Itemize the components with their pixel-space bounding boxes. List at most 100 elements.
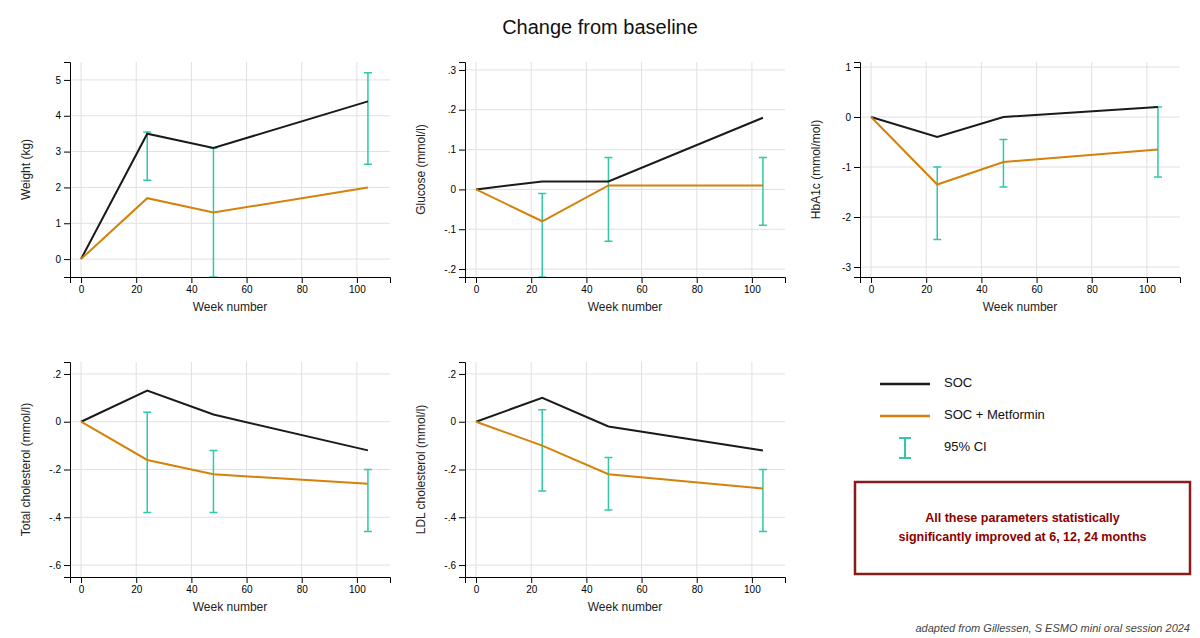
tick: 0 <box>474 277 480 295</box>
tick: -.6 <box>444 560 465 571</box>
tick: 80 <box>297 277 309 295</box>
tick-mark <box>854 67 860 68</box>
grid-line-y <box>465 109 785 110</box>
tick-mark <box>64 374 70 375</box>
tick-label: -1 <box>842 162 851 173</box>
chart-svg: Change from baseline020406080100012345We… <box>0 0 1200 638</box>
y-axis-title: Weight (kg) <box>19 139 33 200</box>
tick: 80 <box>1087 277 1099 295</box>
chart-container: Change from baseline020406080100012345We… <box>0 0 1200 638</box>
tick-label: 40 <box>581 584 593 595</box>
tick-mark <box>64 470 70 471</box>
annotation-box <box>855 482 1190 574</box>
grid-line-y <box>860 67 1180 68</box>
tick-label: 0 <box>869 284 875 295</box>
tick-mark <box>191 277 192 283</box>
tick-label: -.2 <box>444 464 456 475</box>
annotation-line: significantly improved at 6, 12, 24 mont… <box>899 530 1147 544</box>
y-axis-title: Glucose (mmol/l) <box>414 124 428 215</box>
x-axis-title: Week number <box>983 300 1057 314</box>
tick: 60 <box>241 277 253 295</box>
annotation: All these parameters statisticallysignif… <box>855 482 1190 574</box>
tick-mark <box>871 277 872 283</box>
tick-mark <box>247 277 248 283</box>
tick: .2 <box>448 369 465 380</box>
y-axis: -.6-.4-.20.2 <box>49 363 70 578</box>
tick-mark <box>136 277 137 283</box>
y-axis: -3-2-101 <box>842 62 860 278</box>
x-axis: 020406080100 <box>71 277 391 295</box>
grid-line-y <box>860 167 1180 168</box>
tick-label: 80 <box>297 584 309 595</box>
tick-mark <box>586 277 587 283</box>
line <box>81 391 368 451</box>
tick-mark <box>459 70 465 71</box>
tick: -2 <box>842 212 860 223</box>
tick-label: 4 <box>55 110 61 121</box>
axis-domain <box>71 578 391 584</box>
tick-label: 60 <box>241 284 253 295</box>
tick-label: 1 <box>55 218 61 229</box>
tick-label: -.6 <box>444 560 456 571</box>
tick-mark <box>459 150 465 151</box>
axis-domain <box>64 63 71 278</box>
tick-label: 40 <box>186 584 198 595</box>
tick-label: 60 <box>636 284 648 295</box>
tick: 60 <box>241 577 253 595</box>
axis-domain <box>71 278 391 284</box>
legend-swatch <box>880 415 930 418</box>
x-axis-title: Week number <box>588 600 662 614</box>
tick-mark <box>64 422 70 423</box>
tick-label: 60 <box>636 584 648 595</box>
tick-mark <box>64 517 70 518</box>
legend-label: 95% CI <box>944 439 987 454</box>
tick-label: 5 <box>55 75 61 86</box>
annotation-text: All these parameters statisticallysignif… <box>899 511 1147 544</box>
grid <box>70 62 390 277</box>
grid <box>465 62 785 277</box>
y-axis: -.6-.4-.20.2 <box>444 363 465 578</box>
tick-mark <box>81 277 82 283</box>
tick-mark <box>459 110 465 111</box>
tick-mark <box>459 269 465 270</box>
tick-label: 20 <box>526 584 538 595</box>
tick-label: 20 <box>526 284 538 295</box>
grid-line-x <box>871 62 872 277</box>
tick-label: 40 <box>976 284 988 295</box>
tick: -.2 <box>444 464 465 475</box>
panel: 020406080100-3-2-101Week numberHbA1c (mm… <box>809 62 1181 314</box>
grid-line-y <box>70 469 390 470</box>
tick-mark <box>302 577 303 583</box>
tick-mark <box>64 187 70 188</box>
grid-line-x <box>301 362 302 577</box>
tick-mark <box>642 277 643 283</box>
tick: 80 <box>692 277 704 295</box>
error-bar <box>1154 107 1162 177</box>
error-bar <box>604 158 612 242</box>
tick-mark <box>64 223 70 224</box>
grid-line-y <box>70 115 390 116</box>
tick-label: .2 <box>53 369 62 380</box>
tick-mark <box>854 117 860 118</box>
error-bar <box>604 458 612 511</box>
tick-mark <box>64 80 70 81</box>
tick: -.2 <box>444 264 465 275</box>
tick-label: 100 <box>349 584 366 595</box>
tick: 40 <box>976 277 988 295</box>
tick: 5 <box>55 75 70 86</box>
tick: 20 <box>131 277 143 295</box>
grid-line-x <box>586 362 587 577</box>
grid-line-x <box>246 362 247 577</box>
tick-label: 0 <box>474 584 480 595</box>
y-axis: 012345 <box>55 63 70 278</box>
grid <box>465 362 785 577</box>
grid-line-y <box>465 269 785 270</box>
grid-line-y <box>465 69 785 70</box>
tick-mark <box>302 277 303 283</box>
tick-mark <box>854 167 860 168</box>
line <box>81 187 368 259</box>
error-bar <box>209 450 217 512</box>
grid-line-y <box>465 517 785 518</box>
grid-line-x <box>641 62 642 277</box>
tick: 60 <box>636 577 648 595</box>
